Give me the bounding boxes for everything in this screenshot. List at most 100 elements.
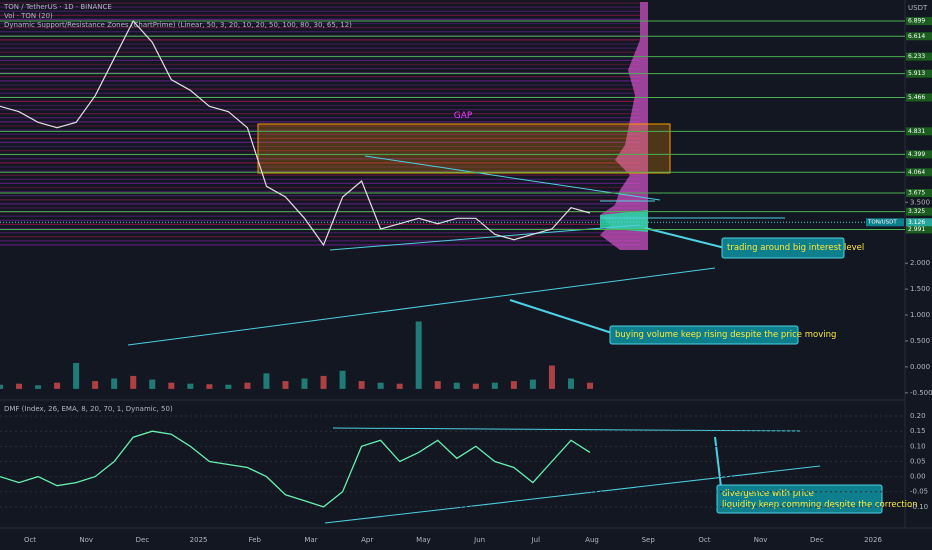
level-label: 6.233 bbox=[908, 53, 925, 60]
level-tag bbox=[906, 127, 932, 136]
level-tag bbox=[906, 207, 932, 216]
volume-bar bbox=[168, 382, 175, 389]
level-label: 4.399 bbox=[908, 151, 925, 158]
volume-bar bbox=[73, 362, 80, 389]
volume-bar bbox=[35, 385, 42, 389]
volume-bar bbox=[415, 321, 422, 389]
level-tag bbox=[906, 93, 932, 102]
callout-box bbox=[609, 325, 799, 345]
time-label: Dec bbox=[810, 536, 824, 544]
dmf-tick-label: 0.00 bbox=[910, 473, 926, 481]
dmf-tick-label: 0.05 bbox=[910, 457, 926, 465]
volume-bar bbox=[244, 382, 251, 389]
volume-title: Vol · TON (20) bbox=[4, 12, 53, 20]
volume-bar bbox=[320, 375, 327, 389]
dmf-tick-label: 0.15 bbox=[910, 427, 926, 435]
volume-bar bbox=[111, 378, 118, 389]
gap-label: GAP bbox=[454, 111, 473, 121]
level-label: 6.899 bbox=[908, 18, 925, 25]
level-tag bbox=[906, 17, 932, 26]
volume-bar bbox=[434, 381, 441, 389]
volume-bar bbox=[491, 382, 498, 389]
volume-bar bbox=[149, 379, 156, 389]
volume-tick-label: 1.000 bbox=[910, 311, 930, 319]
volume-bar bbox=[130, 375, 137, 389]
level-tag bbox=[906, 225, 932, 234]
currency: USDT bbox=[908, 4, 928, 12]
last-price: 3.126 bbox=[908, 219, 925, 226]
last-tag bbox=[866, 218, 904, 227]
volume-bar bbox=[358, 381, 365, 389]
volume-tick-label: 0.500 bbox=[910, 337, 930, 345]
level-label: 3.675 bbox=[908, 190, 925, 197]
trendline bbox=[324, 465, 821, 524]
callout-text: divergence with price bbox=[722, 489, 814, 499]
level-label: 4.831 bbox=[908, 128, 925, 135]
callout-pointer bbox=[644, 227, 726, 249]
volume-bar bbox=[587, 382, 593, 389]
volume-bar bbox=[301, 378, 308, 389]
dmf-title: DMF (Index, 26, EMA, 8, 20, 70, 1, Dynam… bbox=[4, 405, 173, 413]
time-label: 2025 bbox=[190, 536, 208, 544]
price-tick-label: 3.500 bbox=[910, 198, 930, 206]
trendline bbox=[332, 427, 801, 432]
volume-bar bbox=[529, 379, 536, 389]
level-label: 6.614 bbox=[908, 33, 925, 40]
volume-bar bbox=[510, 381, 517, 389]
time-label: May bbox=[416, 536, 430, 544]
last-symbol: TON/USDT bbox=[867, 219, 897, 225]
volume-bar bbox=[263, 373, 270, 389]
level-tag bbox=[906, 52, 932, 61]
volume-bar bbox=[282, 381, 289, 389]
level-label: 3.325 bbox=[908, 208, 925, 215]
level-tag bbox=[906, 32, 932, 41]
volume-bar bbox=[92, 381, 99, 389]
time-label: Dec bbox=[136, 536, 150, 544]
volume-profile-poc bbox=[600, 210, 648, 232]
volume-bar bbox=[548, 365, 555, 389]
time-label: Mar bbox=[304, 536, 317, 544]
last-price-tag bbox=[906, 218, 932, 227]
volume-bar bbox=[225, 384, 232, 389]
volume-bar bbox=[187, 383, 194, 389]
level-tag bbox=[906, 189, 932, 197]
level-tag bbox=[906, 150, 932, 159]
time-label: Jul bbox=[531, 536, 541, 544]
volume-profile bbox=[600, 2, 648, 250]
volume-bar bbox=[453, 382, 460, 389]
volume-tick-label: 0.000 bbox=[910, 363, 930, 371]
volume-bar bbox=[377, 382, 384, 389]
time-label: Apr bbox=[361, 536, 373, 544]
volume-bar bbox=[54, 382, 61, 389]
dmf-tick-label: 0.20 bbox=[910, 412, 926, 420]
volume-bar bbox=[206, 384, 213, 389]
time-label: Jun bbox=[473, 536, 485, 544]
time-label: Aug bbox=[585, 536, 599, 544]
time-label: Feb bbox=[249, 536, 262, 544]
dmf-line bbox=[0, 430, 591, 508]
gap-zone bbox=[257, 123, 671, 174]
volume-tick-label: 1.500 bbox=[910, 285, 930, 293]
indicator-title: Dynamic Support/Resistance Zones (ChartP… bbox=[4, 21, 352, 29]
dmf-tick-label: -0.10 bbox=[910, 503, 928, 511]
volume-bar bbox=[339, 370, 346, 389]
callout-text: liquidity keep comming despite the corre… bbox=[722, 500, 918, 510]
price-line bbox=[0, 19, 591, 247]
level-tag bbox=[906, 168, 932, 177]
time-label: Nov bbox=[79, 536, 93, 544]
volume-bar bbox=[16, 383, 23, 389]
dmf-tick-label: -0.05 bbox=[910, 488, 928, 496]
callout-text: trading around big interest level bbox=[727, 243, 864, 253]
volume-bar bbox=[567, 378, 574, 389]
time-label: Nov bbox=[754, 536, 768, 544]
volume-bar bbox=[396, 383, 403, 389]
time-label: 2026 bbox=[864, 536, 882, 544]
callout-text: buying volume keep rising despite the pr… bbox=[615, 330, 836, 340]
volume-tick-label: -0.500 bbox=[910, 389, 932, 397]
level-label: 5.913 bbox=[908, 70, 925, 77]
level-label: 2.991 bbox=[908, 226, 925, 233]
callout-pointer bbox=[509, 299, 616, 335]
level-label: 4.064 bbox=[908, 169, 925, 176]
